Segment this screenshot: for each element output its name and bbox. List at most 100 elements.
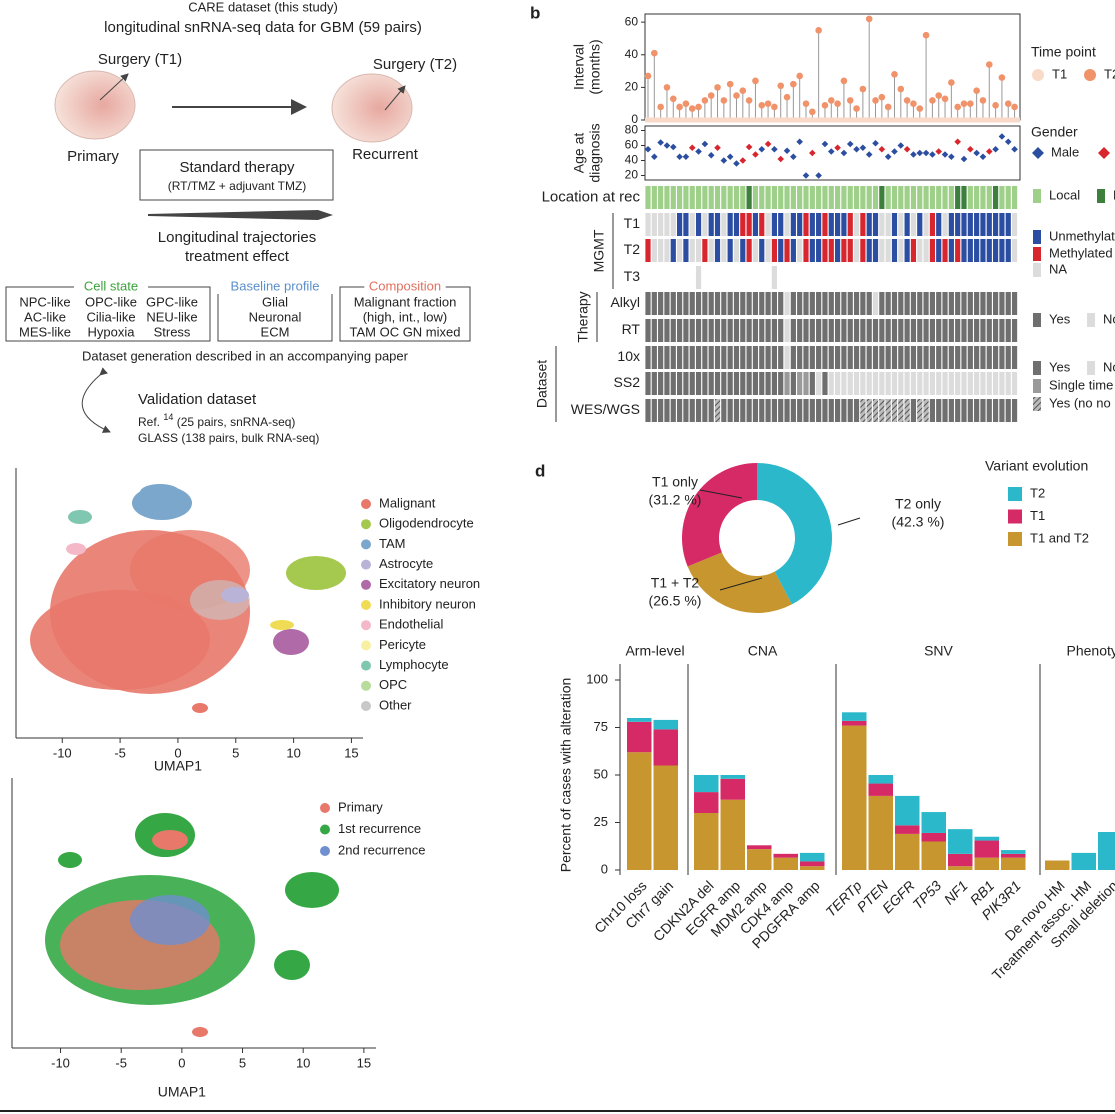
track-cell xyxy=(645,292,651,315)
dot xyxy=(985,61,993,68)
track-cell xyxy=(860,319,866,342)
bar-segment xyxy=(747,849,772,870)
track-cell xyxy=(658,213,664,236)
legend-swatch xyxy=(1032,69,1044,81)
diamond xyxy=(916,149,924,157)
diamond xyxy=(941,151,949,158)
bar-segment xyxy=(800,866,825,870)
legend-title: Variant evolution xyxy=(985,458,1088,474)
dot xyxy=(872,97,879,104)
track-cell xyxy=(714,399,721,422)
track-cell xyxy=(828,319,834,342)
diamond xyxy=(891,148,898,155)
dot xyxy=(834,100,841,107)
track-cell xyxy=(714,213,721,236)
bar-segment xyxy=(868,783,893,796)
track-cell xyxy=(803,319,809,342)
donut-slice xyxy=(757,463,832,605)
label: (RT/TMZ + adjuvant TMZ) xyxy=(168,179,307,193)
track-cell xyxy=(980,399,986,422)
track-cell xyxy=(835,346,841,369)
legend-label: Local xyxy=(1049,187,1080,202)
bar-segment xyxy=(895,825,920,834)
diamond xyxy=(695,148,702,155)
x-tick-label: -5 xyxy=(114,745,126,760)
track-cell xyxy=(955,372,961,395)
dot xyxy=(922,31,930,39)
title: longitudinal snRNA-seq data for GBM (59 … xyxy=(104,19,422,36)
legend-swatch xyxy=(361,559,371,570)
track-cell xyxy=(917,292,923,315)
track-cell xyxy=(860,346,866,369)
bar-segment xyxy=(720,778,745,800)
track-cell xyxy=(809,399,815,422)
track-cell xyxy=(872,213,879,236)
track-cell xyxy=(733,319,740,342)
diamond xyxy=(790,153,797,161)
label: Validation dataset xyxy=(138,391,257,408)
track-cell xyxy=(980,239,986,262)
slice-label: T2 only xyxy=(895,496,941,512)
legend-swatch xyxy=(1033,361,1041,375)
track-cell xyxy=(683,372,689,395)
legend-label: Unmethylated xyxy=(1049,228,1115,243)
track-cell xyxy=(828,239,834,262)
track-cell xyxy=(872,319,879,342)
track-cell xyxy=(885,399,891,422)
x-tick-label: NF1 xyxy=(941,877,971,907)
track-cell xyxy=(974,186,980,209)
legend-swatch xyxy=(361,620,371,631)
track-cell xyxy=(847,239,853,262)
track-cell xyxy=(771,399,777,422)
legend-swatch xyxy=(1098,147,1110,159)
box-item: Cilia-like xyxy=(86,309,135,324)
track-cell xyxy=(942,346,948,369)
diamond xyxy=(796,138,803,146)
track-cell xyxy=(721,346,727,369)
track-cell xyxy=(771,346,777,369)
box-item: Hypoxia xyxy=(88,324,136,339)
track-cell xyxy=(872,186,879,209)
track-cell xyxy=(974,292,980,315)
track-cell xyxy=(974,372,980,395)
bar-segment xyxy=(948,829,973,854)
legend-swatch xyxy=(1033,247,1041,261)
dot xyxy=(878,93,886,101)
track-cell xyxy=(993,319,999,342)
dot xyxy=(1004,100,1012,107)
bar-segment xyxy=(868,775,893,784)
track-cell xyxy=(822,239,828,262)
track-cell xyxy=(955,213,961,236)
track-cell xyxy=(689,292,695,315)
legend-swatch xyxy=(1033,379,1041,393)
note: Dataset generation described in an accom… xyxy=(82,348,409,363)
track-cell xyxy=(929,399,935,422)
track-cell xyxy=(1011,319,1018,342)
track-cell xyxy=(797,186,803,209)
slice-label: T1 only xyxy=(652,474,698,490)
track-cell xyxy=(955,239,961,262)
track-cell xyxy=(721,239,727,262)
track-cell xyxy=(936,186,942,209)
track-cell xyxy=(986,372,992,395)
dot xyxy=(840,77,848,85)
track-label: WES/WGS xyxy=(571,401,640,417)
track-cell xyxy=(879,399,885,422)
track-cell xyxy=(689,186,695,209)
bar-segment xyxy=(974,840,999,858)
track-cell xyxy=(790,319,796,342)
bar-segment xyxy=(773,857,798,870)
track-cell xyxy=(708,292,714,315)
track-cell xyxy=(961,292,967,315)
track-cell xyxy=(651,292,657,315)
track-cell xyxy=(891,319,898,342)
track-cell xyxy=(784,213,790,236)
track-cell xyxy=(967,372,973,395)
dot xyxy=(790,80,797,88)
track-cell xyxy=(664,186,670,209)
arrow xyxy=(99,73,129,101)
x-tick-label: 10 xyxy=(286,745,300,760)
track-cell xyxy=(993,292,999,315)
legend-swatch xyxy=(361,519,371,530)
track-cell xyxy=(746,292,752,315)
